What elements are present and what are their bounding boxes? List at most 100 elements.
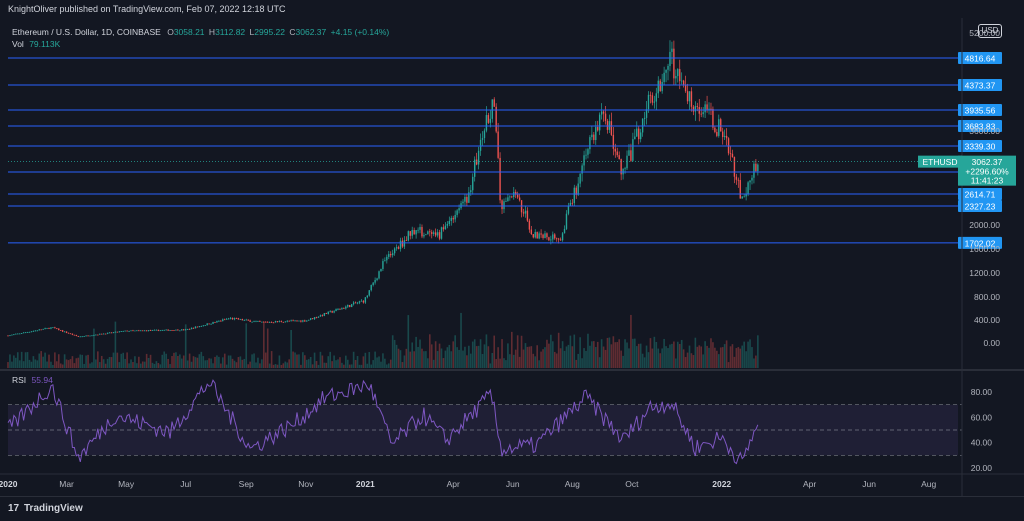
level-label: 3683.83: [965, 122, 996, 132]
volume-bar: [24, 352, 27, 368]
volume-bar: [186, 360, 189, 368]
volume-bar: [542, 349, 544, 368]
candle: [700, 113, 702, 115]
high-label: H: [208, 27, 216, 37]
candle: [208, 323, 210, 325]
candle: [102, 333, 105, 335]
candle: [657, 80, 659, 94]
candle: [542, 234, 544, 239]
candle: [571, 202, 574, 204]
candle: [444, 225, 447, 230]
volume-bar: [446, 347, 449, 368]
volume-bar: [696, 346, 699, 368]
candle: [536, 232, 538, 239]
candle: [386, 256, 388, 261]
volume-bar: [479, 339, 482, 368]
candle: [65, 331, 68, 333]
volume-bar: [530, 346, 533, 368]
candle: [360, 300, 363, 302]
volume-bar: [487, 346, 490, 368]
candle: [126, 330, 128, 332]
time-tick-label: May: [118, 479, 135, 489]
volume-bar: [710, 338, 712, 368]
candle: [95, 334, 97, 336]
volume-bar: [100, 355, 103, 368]
volume-bar: [339, 357, 341, 368]
volume-bar: [401, 362, 404, 368]
candle: [723, 135, 726, 138]
candle: [682, 80, 685, 86]
candle: [319, 315, 322, 317]
candle: [194, 326, 197, 329]
candle: [356, 302, 359, 304]
candle: [534, 232, 536, 238]
candle: [198, 326, 201, 327]
volume-bar: [688, 345, 691, 368]
candle: [718, 119, 720, 136]
volume-bar: [378, 356, 380, 368]
candle: [552, 234, 554, 240]
volume-bar: [167, 358, 169, 368]
volume-bar: [628, 348, 630, 368]
candle: [456, 210, 458, 215]
volume-bar: [563, 350, 566, 368]
candle: [407, 231, 410, 241]
candle: [493, 99, 495, 107]
volume-bar: [132, 362, 134, 368]
volume-bar: [411, 342, 414, 368]
candle: [741, 196, 743, 199]
candle: [184, 329, 187, 331]
candle: [120, 331, 122, 333]
volume-bar: [600, 339, 603, 368]
candle: [132, 330, 134, 332]
volume-bar: [204, 360, 207, 368]
time-tick-label: Jul: [180, 479, 191, 489]
candle: [333, 311, 335, 313]
volume-bar: [753, 358, 755, 368]
candle: [249, 320, 251, 322]
chart-canvas[interactable]: 4816.644373.373935.563683.833339.302879.…: [0, 0, 1024, 496]
rsi-tick-label: 40.00: [971, 438, 993, 448]
volume-bar: [727, 362, 730, 368]
volume-bar: [278, 355, 281, 368]
candle: [380, 268, 382, 272]
volume-bar: [413, 351, 415, 368]
candle: [226, 318, 228, 320]
candle: [692, 106, 695, 112]
candle: [614, 148, 616, 152]
currency-button[interactable]: USD: [978, 24, 1002, 38]
volume-bar: [587, 333, 589, 368]
volume-bar: [520, 335, 523, 368]
volume-bar: [594, 347, 597, 368]
volume-bar: [741, 345, 744, 368]
candle: [179, 330, 181, 332]
price-tick-label: 1600.00: [969, 244, 1000, 254]
candle: [116, 331, 119, 333]
volume-bar: [264, 352, 267, 368]
candle: [313, 317, 316, 320]
volume-bar: [214, 356, 216, 368]
volume-bar: [454, 335, 456, 368]
volume-bar: [15, 357, 17, 368]
candle: [661, 82, 663, 92]
candle: [304, 320, 306, 322]
volume-bar: [184, 324, 187, 368]
price-tick-label: 2000.00: [969, 220, 1000, 230]
volume-bar: [610, 344, 613, 368]
volume-bar: [501, 339, 503, 368]
volume-bar: [614, 342, 617, 368]
candle: [296, 320, 298, 322]
candle: [600, 111, 603, 115]
volume-bar: [546, 339, 548, 368]
candle: [155, 329, 158, 331]
rsi-tick-label: 80.00: [971, 387, 993, 397]
candle: [122, 331, 124, 332]
volume-bar: [712, 342, 714, 368]
volume-bar: [423, 351, 425, 368]
candle: [255, 321, 257, 323]
volume-bar: [372, 360, 374, 368]
volume-bar: [352, 351, 355, 368]
volume-bar: [428, 334, 431, 368]
candle: [475, 159, 478, 165]
candle: [290, 320, 292, 322]
